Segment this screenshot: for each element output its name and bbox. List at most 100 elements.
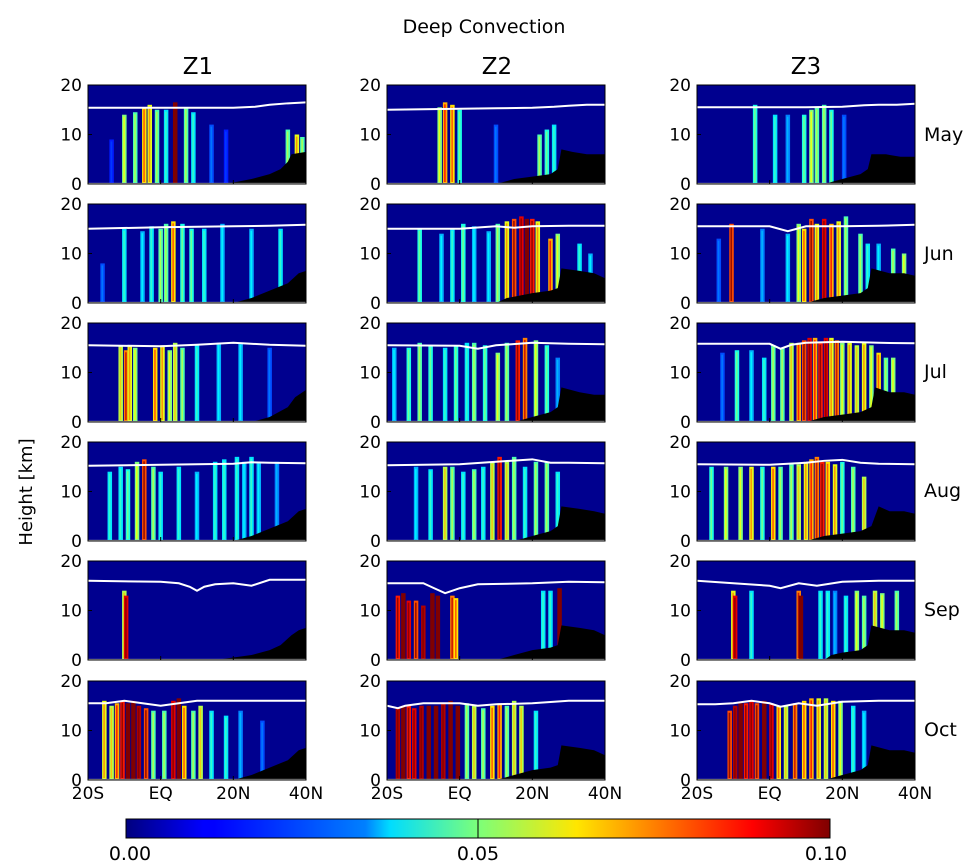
- convection-strip-core: [772, 347, 774, 420]
- panel-z1-may: 0 10 20: [60, 76, 307, 195]
- convection-strip-core: [143, 461, 145, 539]
- convection-strip-core: [513, 220, 515, 301]
- convection-strip-core: [250, 458, 253, 539]
- convection-strip-core: [534, 463, 537, 539]
- convection-strip-core: [797, 466, 800, 539]
- row-label-sep: Sep: [924, 599, 960, 621]
- panel-z1-jun: 0 10 20: [60, 195, 307, 314]
- convection-strip-core: [761, 468, 763, 539]
- convection-strip-core: [134, 349, 136, 420]
- y-tick-label: 10: [60, 126, 82, 146]
- y-tick-label: 0: [71, 532, 82, 552]
- convection-strip-core: [152, 468, 154, 539]
- convection-strip-core: [148, 106, 151, 182]
- convection-strip-core: [172, 702, 174, 778]
- convection-strip-core: [745, 705, 747, 778]
- y-tick-label: 0: [370, 413, 381, 433]
- convection-strip-core: [505, 707, 508, 778]
- x-tick-label: 20N: [216, 784, 250, 804]
- convection-strip-core: [275, 463, 278, 539]
- convection-strip-core: [431, 595, 433, 658]
- convection-strip-core: [451, 106, 453, 182]
- x-tick-label: 20N: [825, 784, 859, 804]
- convection-strip-core: [763, 359, 765, 420]
- convection-strip-core: [125, 352, 127, 420]
- convection-strip-core: [542, 592, 544, 658]
- y-tick-label: 0: [71, 175, 82, 195]
- convection-strip-core: [132, 702, 134, 778]
- convection-strip-core: [444, 104, 446, 182]
- convection-strip-core: [119, 347, 122, 420]
- y-tick-label: 0: [370, 771, 381, 791]
- convection-strip-core: [830, 111, 832, 182]
- y-tick-label: 20: [60, 672, 82, 692]
- terrain-fill: [88, 508, 306, 541]
- convection-strip-core: [810, 220, 812, 301]
- y-tick-label: 20: [60, 552, 82, 572]
- y-tick-label: 20: [60, 195, 82, 215]
- convection-strip-core: [221, 225, 223, 301]
- terrain-fill: [387, 745, 605, 780]
- convection-strip-core: [826, 463, 829, 539]
- convection-strip-core: [407, 707, 410, 778]
- y-tick-label: 20: [669, 76, 691, 96]
- terrain-fill: [697, 625, 915, 660]
- y-tick-label: 10: [60, 245, 82, 265]
- tropopause-line: [386, 103, 605, 111]
- convection-strip-core: [195, 473, 198, 539]
- y-tick-label: 0: [71, 294, 82, 314]
- x-tick-label: EQ: [448, 784, 472, 804]
- y-tick-label: 0: [680, 651, 691, 671]
- terrain-fill: [387, 387, 605, 422]
- convection-strip-core: [444, 349, 446, 420]
- panel-z1-sep: 0 10 20: [60, 552, 307, 671]
- terrain-fill: [88, 270, 306, 303]
- y-tick-label: 10: [359, 364, 381, 384]
- convection-strip-core: [436, 597, 439, 658]
- convection-strip-core: [772, 468, 774, 539]
- convection-strip-core: [438, 109, 441, 182]
- convection-strip-core: [155, 111, 158, 182]
- col-label-z2: Z2: [482, 54, 512, 80]
- convection-strip-core: [863, 597, 865, 658]
- terrain-fill: [697, 387, 915, 422]
- convection-strip-core: [473, 228, 475, 301]
- convection-strip-core: [128, 347, 131, 420]
- convection-strip-core: [491, 463, 493, 539]
- convection-strip-core: [531, 220, 533, 301]
- row-label-may: May: [924, 124, 963, 146]
- panel-background: [88, 85, 306, 184]
- convection-strip-core: [841, 463, 843, 539]
- y-tick-label: 10: [669, 722, 691, 742]
- col-label-z1: Z1: [183, 54, 213, 80]
- convection-strip-core: [181, 349, 184, 420]
- convection-strip-core: [774, 116, 776, 182]
- convection-strip-core: [810, 461, 812, 539]
- panel-z2-jul: 0 10 20: [359, 314, 606, 433]
- convection-strip-core: [837, 223, 840, 301]
- convection-strip-core: [534, 342, 537, 420]
- col-label-z3: Z3: [791, 54, 821, 80]
- panel-z1-jul: 0 10 20: [60, 314, 307, 433]
- convection-strip-core: [513, 702, 515, 778]
- convection-strip-core: [498, 458, 501, 539]
- convection-strip-core: [473, 344, 475, 420]
- convection-strip-core: [435, 707, 437, 778]
- convection-strip-core: [863, 344, 865, 420]
- convection-strip-core: [491, 707, 493, 778]
- convection-strip-core: [797, 225, 800, 301]
- convection-strip-core: [190, 230, 193, 301]
- convection-strip-core: [243, 463, 245, 539]
- convection-strip-core: [717, 240, 720, 301]
- tropopause-line: [697, 223, 916, 233]
- tropopause-line: [696, 579, 915, 590]
- convection-strip-core: [797, 592, 800, 658]
- convection-strip-core: [225, 717, 227, 778]
- tropopause-line: [87, 578, 306, 592]
- convection-strip-core: [538, 136, 541, 182]
- convection-strip-core: [161, 347, 164, 420]
- convection-strip-core: [496, 354, 499, 420]
- convection-strip-core: [513, 458, 515, 539]
- panel-z3-aug: 0 10 20: [669, 433, 916, 552]
- tropopause-line: [386, 341, 606, 350]
